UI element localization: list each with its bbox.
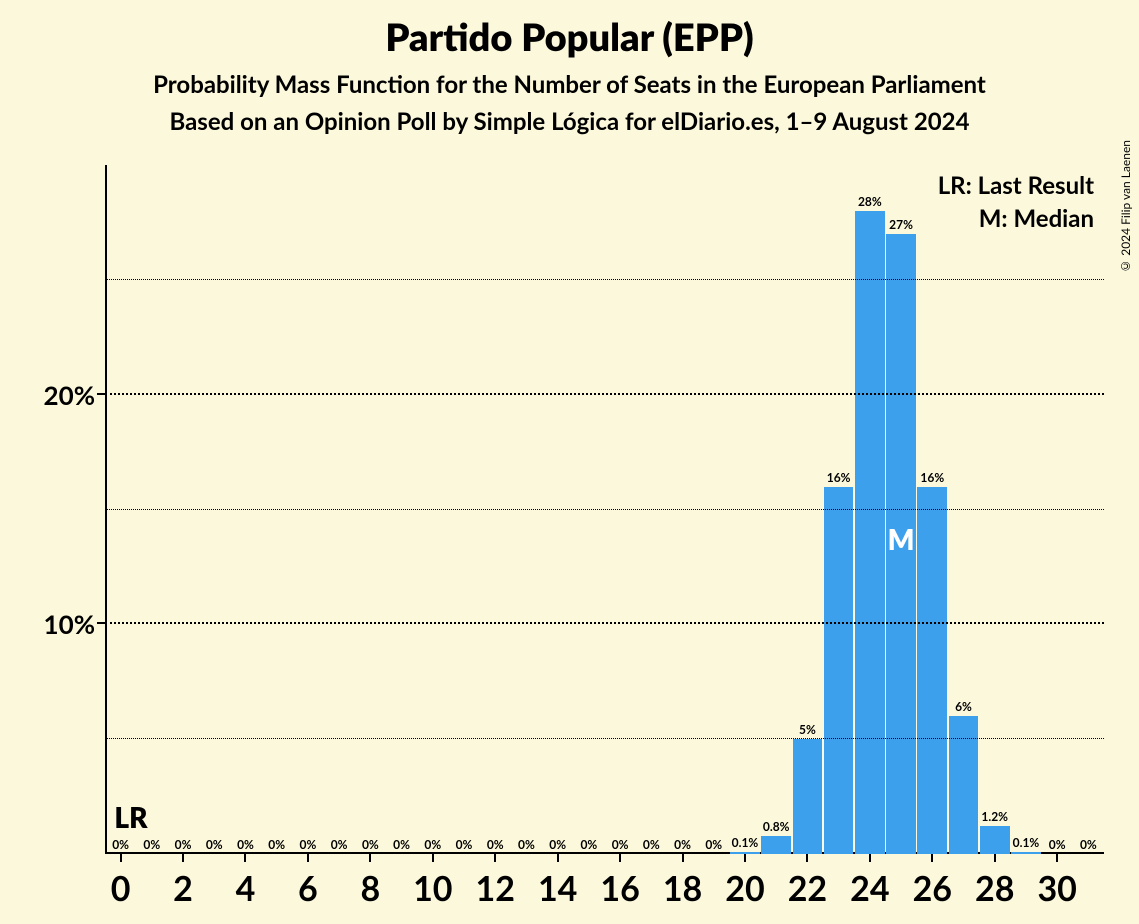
x-tick-mark <box>744 854 746 862</box>
grid-major <box>105 393 1104 395</box>
bar-value-label: 0% <box>580 837 597 854</box>
x-tick-label: 28 <box>975 868 1014 909</box>
x-tick-mark <box>619 854 621 862</box>
bar-value-label: 0% <box>549 837 566 854</box>
bar-value-label: 0% <box>331 837 348 854</box>
x-tick-mark <box>1056 854 1058 862</box>
y-tick-label: 10% <box>44 608 95 640</box>
bar-value-label: 0% <box>487 837 504 854</box>
bar-value-label: 0% <box>612 837 629 854</box>
chart-area: 0% 0% 0% 0% 0% 0% 0% 0% 0% 0% 0% 0% 0% 0% 0% 0% 0% 0% 0% 0%… <box>0 165 1139 924</box>
bar-value-label: 0% <box>643 837 660 854</box>
bar-value-label: 16% <box>920 470 944 487</box>
bar: 28% <box>855 211 885 854</box>
y-tick-mark <box>97 622 105 624</box>
x-tick-mark <box>682 854 684 862</box>
grid-major <box>105 622 1104 624</box>
x-tick-mark <box>931 854 933 862</box>
x-tick-label: 22 <box>788 868 827 909</box>
legend: LR: Last Result M: Median <box>938 171 1094 237</box>
x-tick-label: 16 <box>600 868 639 909</box>
x-tick-mark <box>806 854 808 862</box>
median-marker: M <box>888 522 915 556</box>
bar-value-label: 28% <box>858 194 882 211</box>
bar-value-label: 0.1% <box>1013 835 1040 852</box>
bar-value-label: 0% <box>362 837 379 854</box>
bar-value-label: 0% <box>393 837 410 854</box>
bar-value-label: 0% <box>456 837 473 854</box>
x-tick-label: 6 <box>298 868 318 909</box>
x-tick-label: 10 <box>413 868 452 909</box>
bar-value-label: 0% <box>300 837 317 854</box>
grid-minor <box>105 738 1104 739</box>
chart-title: Partido Popular (EPP) <box>0 0 1139 60</box>
x-tick-label: 30 <box>1037 868 1076 909</box>
bar-value-label: 16% <box>827 470 851 487</box>
bar: 16% <box>917 487 947 854</box>
x-tick-label: 24 <box>850 868 889 909</box>
bar-value-label: 0.1% <box>732 835 759 852</box>
bar: 5% <box>793 739 823 854</box>
bar: 1.2% <box>980 826 1010 854</box>
x-tick-label: 2 <box>173 868 193 909</box>
x-tick-label: 14 <box>538 868 577 909</box>
x-tick-mark <box>120 854 122 862</box>
x-tick-label: 8 <box>360 868 380 909</box>
bar: 0.1% <box>1011 852 1041 854</box>
bar-value-label: 0% <box>143 837 160 854</box>
bar-value-label: 27% <box>889 217 913 234</box>
x-tick-label: 12 <box>476 868 515 909</box>
plot-region: 0% 0% 0% 0% 0% 0% 0% 0% 0% 0% 0% 0% 0% 0% 0% 0% 0% 0% 0% 0%… <box>105 165 1104 854</box>
x-tick-mark <box>869 854 871 862</box>
bar-value-label: 0% <box>1049 837 1066 854</box>
x-tick-label: 26 <box>913 868 952 909</box>
bar-value-label: 0% <box>175 837 192 854</box>
bar-value-label: 0% <box>268 837 285 854</box>
bar-value-label: 0% <box>112 837 129 854</box>
page-root: Partido Popular (EPP) Probability Mass F… <box>0 0 1139 924</box>
x-tick-mark <box>182 854 184 862</box>
bar-value-label: 5% <box>799 722 816 739</box>
x-tick-label: 4 <box>236 868 256 909</box>
x-tick-mark <box>432 854 434 862</box>
legend-lr: LR: Last Result <box>938 171 1094 200</box>
bar-value-label: 0% <box>705 837 722 854</box>
bar-value-label: 0% <box>424 837 441 854</box>
y-tick-label: 20% <box>44 379 95 411</box>
bar-value-label: 0% <box>518 837 535 854</box>
bar: 6% <box>949 716 979 854</box>
bar-value-label: 0% <box>206 837 223 854</box>
grid-minor <box>105 509 1104 510</box>
bar-value-label: 0% <box>1080 837 1097 854</box>
bars-container: 0% 0% 0% 0% 0% 0% 0% 0% 0% 0% 0% 0% 0% 0% 0% 0% 0% 0% 0% 0%… <box>105 165 1104 854</box>
grid-minor <box>105 279 1104 280</box>
bar-value-label: 0% <box>237 837 254 854</box>
x-tick-mark <box>557 854 559 862</box>
x-tick-mark <box>307 854 309 862</box>
legend-m: M: Median <box>938 204 1094 233</box>
last-result-marker: LR <box>114 800 147 834</box>
x-tick-label: 18 <box>663 868 702 909</box>
y-tick-mark <box>97 393 105 395</box>
bar-value-label: 0% <box>674 837 691 854</box>
x-tick-mark <box>494 854 496 862</box>
chart-subtitle-1: Probability Mass Function for the Number… <box>0 70 1139 99</box>
x-tick-mark <box>244 854 246 862</box>
x-tick-label: 0 <box>111 868 131 909</box>
x-tick-label: 20 <box>725 868 764 909</box>
chart-subtitle-2: Based on an Opinion Poll by Simple Lógic… <box>0 107 1139 136</box>
x-tick-mark <box>994 854 996 862</box>
bar-value-label: 6% <box>955 699 972 716</box>
bar-value-label: 1.2% <box>981 809 1008 826</box>
bar-value-label: 0.8% <box>763 819 790 836</box>
bar: 16% <box>824 487 854 854</box>
bar: 0.8% <box>761 836 791 854</box>
x-tick-mark <box>369 854 371 862</box>
